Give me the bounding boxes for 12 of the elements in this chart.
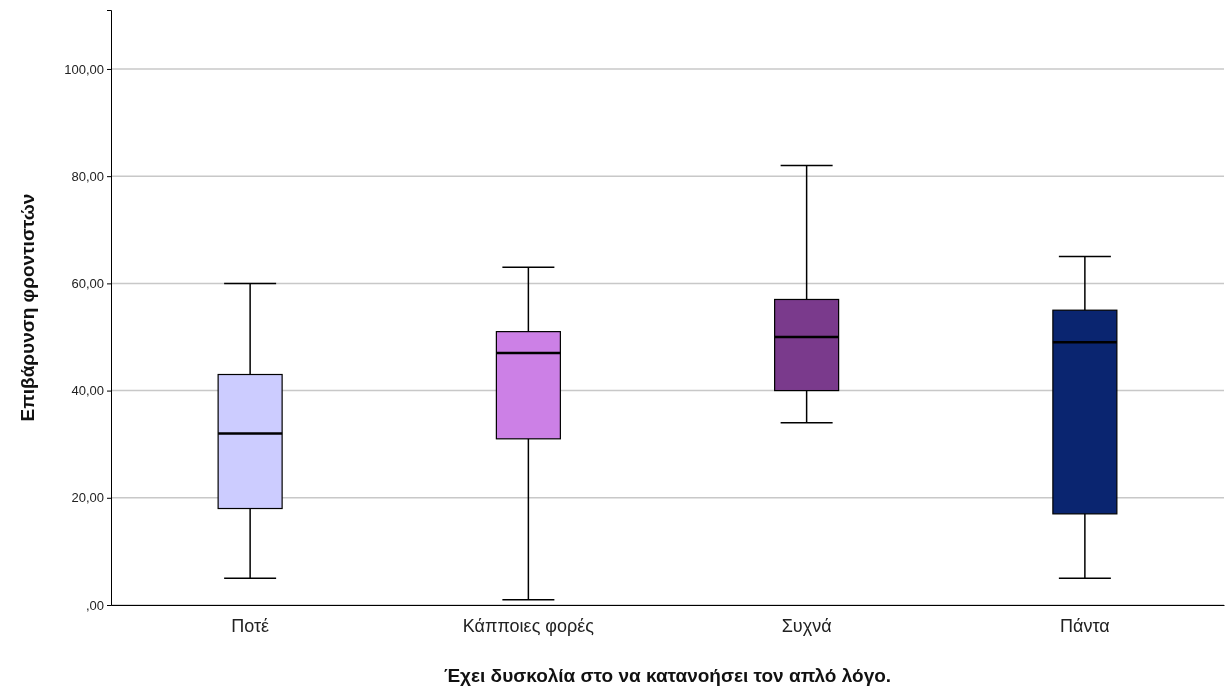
y-tick-label: 20,00 (71, 490, 104, 506)
x-tick-label: Συχνά (781, 615, 832, 636)
y-tick-label: 100,00 (64, 61, 104, 77)
y-axis-title: Επιβάρυνση φροντιστών (17, 193, 38, 422)
y-tick-label: 80,00 (71, 168, 104, 184)
x-tick-label: Ποτέ (231, 615, 270, 636)
x-axis-title: Έχει δυσκολία στο να κατανοήσει τον απλό λόγο. (443, 665, 892, 686)
y-tick-label: 40,00 (71, 383, 104, 399)
y-tick-label: ,00 (85, 597, 104, 613)
y-tick-label: 60,00 (71, 276, 104, 292)
x-tick-label: Κάπποιες φορές (462, 615, 595, 636)
x-tick-label: Πάντα (1060, 615, 1110, 636)
